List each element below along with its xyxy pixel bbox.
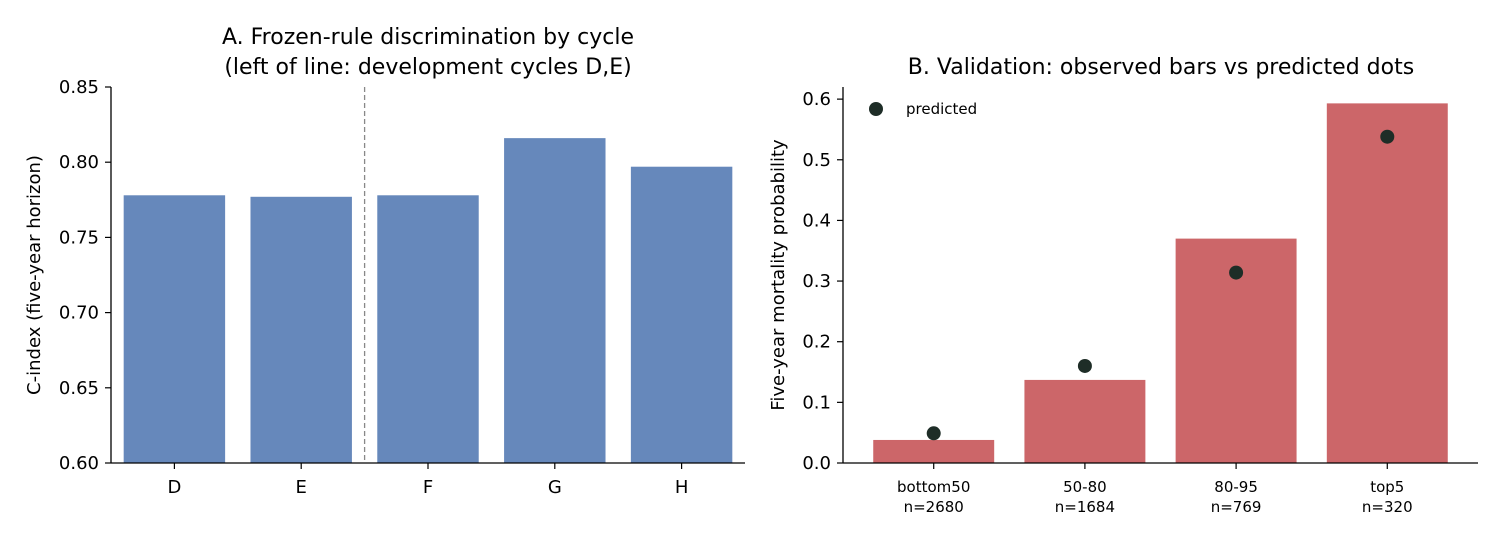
panel-b-x-tick-count: n=1684 (1055, 498, 1115, 516)
panel-b-axes: bottom50 n=2680 50-80 n=1684 80-95 n=769 top5 n… (802, 87, 1478, 516)
panel-b-x-tick-count: n=2680 (904, 498, 964, 516)
panel-b-bars (873, 103, 1448, 463)
panel-a-y-tick-label: 0.60 (59, 453, 99, 474)
panel-a-x-tick-label: D (167, 477, 181, 498)
panel-b-predicted-dot (1380, 129, 1395, 144)
panel-a-y-tick-label: 0.85 (59, 77, 99, 98)
panel-b-bar-top5 (1326, 103, 1448, 463)
panel-b-bar-bottom50 (873, 439, 995, 463)
panel-b-x-tick-label: 80-95 (1214, 478, 1258, 496)
panel-b-chart: B. Validation: observed bars vs predicte… (768, 55, 1478, 516)
panel-a-bar-f (377, 195, 479, 463)
panel-a-bar-g (504, 138, 606, 464)
panel-b-dots (926, 129, 1395, 441)
legend-predicted-label: predicted (906, 100, 977, 118)
panel-b-y-tick-label: 0.6 (802, 89, 831, 110)
panel-b-x-tick-count: n=320 (1362, 498, 1413, 516)
panel-a-bar-h (630, 166, 733, 463)
panel-a-bar-d (123, 195, 226, 463)
legend: predicted (869, 100, 977, 118)
panel-a-x-tick-label: E (296, 477, 307, 498)
panel-a-axes: D E F G H 0.60 0.65 0.70 0.75 0.80 0.85 (59, 77, 745, 498)
panel-a-x-tick-label: H (675, 477, 689, 498)
panel-a-x-tick-label: F (423, 477, 433, 498)
panel-b-y-tick-label: 0.1 (802, 392, 831, 413)
panel-a-chart: A. Frozen-rule discrimination by cycle (… (24, 25, 745, 498)
panel-b-x-tick-count: n=769 (1211, 498, 1262, 516)
panel-b-x-tick-label: bottom50 (897, 478, 970, 496)
legend-predicted-marker (869, 102, 883, 116)
panel-b-y-tick-label: 0.4 (802, 210, 831, 231)
panel-b-y-axis-label: Five-year mortality probability (768, 139, 789, 411)
panel-a-y-tick-label: 0.70 (59, 303, 99, 324)
panel-a-bar-e (250, 196, 352, 464)
panel-b-y-tick-label: 0.5 (802, 150, 831, 171)
panel-b-predicted-dot (1229, 265, 1244, 280)
panel-b-predicted-dot (1077, 358, 1092, 373)
panel-a-bars (123, 138, 733, 464)
panel-a-y-tick-label: 0.80 (59, 152, 99, 173)
panel-b-predicted-dot (926, 426, 941, 441)
panel-b-y-tick-label: 0.3 (802, 271, 831, 292)
panel-b-y-tick-label: 0.2 (802, 332, 831, 353)
panel-a-title-line1: A. Frozen-rule discrimination by cycle (222, 25, 634, 50)
panel-b-x-tick-label: top5 (1370, 478, 1404, 496)
panel-b-x-tick-label: 50-80 (1063, 478, 1107, 496)
panel-a-y-axis-label: C-index (five-year horizon) (24, 155, 45, 395)
panel-b-bar-50-80 (1024, 379, 1146, 463)
panel-b-y-tick-label: 0.0 (802, 453, 831, 474)
panel-a-y-tick-label: 0.65 (59, 378, 99, 399)
panel-a-y-tick-label: 0.75 (59, 227, 99, 248)
panel-a-x-tick-label: G (548, 477, 562, 498)
panel-b-title: B. Validation: observed bars vs predicte… (908, 55, 1414, 80)
panel-a-title-line2: (left of line: development cycles D,E) (224, 55, 631, 80)
